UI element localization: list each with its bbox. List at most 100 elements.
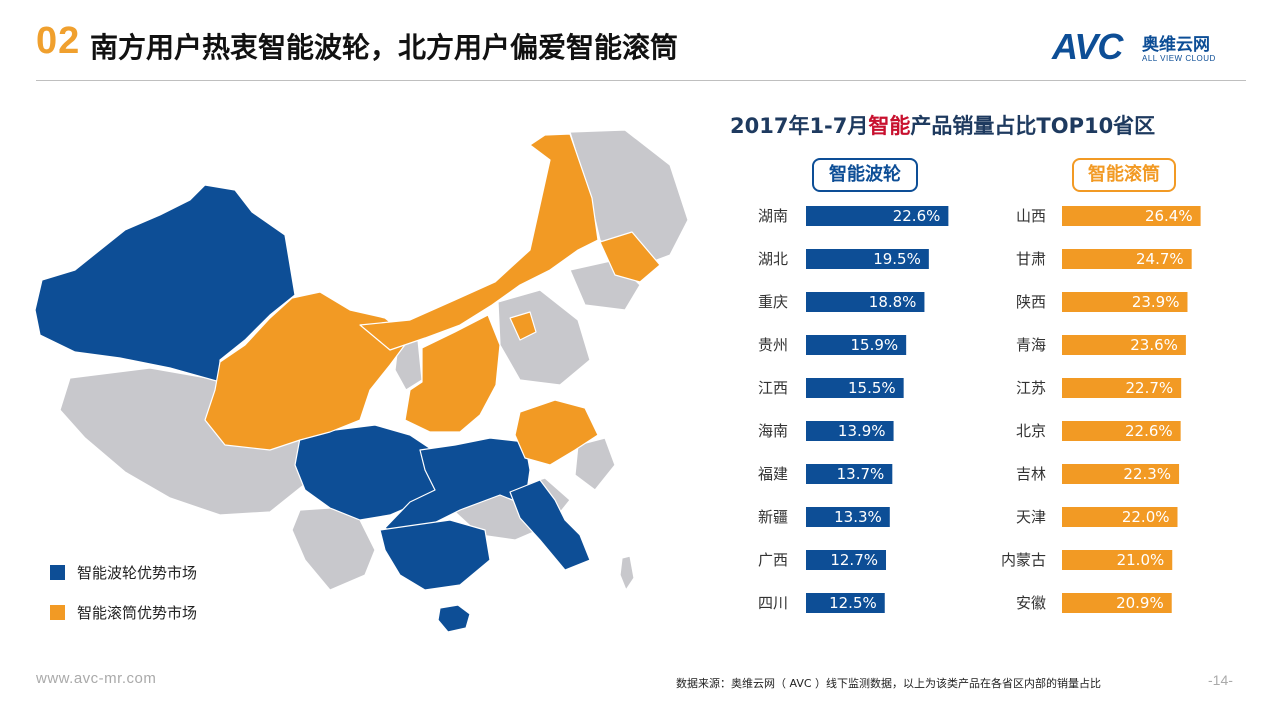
bar-value-label: 15.5% (848, 379, 896, 397)
bar-drum (1062, 206, 1201, 226)
category-label: 广西 (758, 551, 788, 569)
bar-wave (806, 335, 907, 355)
category-label: 内蒙古 (1001, 551, 1046, 569)
map-region-jiangxi-fujian (509, 479, 591, 571)
bar-value-label: 24.7% (1136, 250, 1184, 268)
bar-wave (806, 421, 894, 441)
header-divider (36, 80, 1246, 81)
map-region-beijing-tianjin (509, 311, 537, 341)
bar-value-label: 22.6% (893, 207, 941, 225)
bar-wave (806, 507, 890, 527)
logo-name-cn: 奥维云网 (1142, 35, 1210, 55)
bar-drum (1062, 292, 1188, 312)
category-label: 海南 (758, 422, 788, 440)
category-label: 福建 (758, 465, 788, 483)
legend-swatch-orange (50, 604, 65, 620)
map-region-guangxi (379, 519, 491, 591)
bar-value-label: 23.6% (1130, 336, 1178, 354)
category-label: 四川 (758, 594, 788, 612)
category-label: 重庆 (758, 293, 788, 311)
category-label: 贵州 (758, 336, 788, 354)
bar-value-label: 13.3% (834, 508, 882, 526)
bar-value-label: 13.9% (838, 422, 886, 440)
taiwan-region (619, 555, 635, 592)
section-number: 02 (36, 20, 81, 62)
bar-value-label: 22.0% (1122, 508, 1170, 526)
map-legend: 智能波轮优势市场 智能滚筒优势市场 (50, 552, 197, 632)
category-label: 新疆 (758, 508, 788, 526)
bar-value-label: 23.9% (1132, 293, 1180, 311)
bar-wave (806, 249, 929, 269)
bar-value-label: 22.6% (1125, 422, 1173, 440)
column-header-drum: 智能滚筒 (1072, 158, 1176, 192)
bar-value-label: 26.4% (1145, 207, 1193, 225)
china-province-map (34, 129, 689, 633)
bar-wave (806, 378, 904, 398)
bar-wave (806, 206, 949, 226)
bar-value-label: 19.5% (873, 250, 921, 268)
bar-value-label: 21.0% (1117, 551, 1165, 569)
legend-swatch-blue (50, 564, 65, 580)
page-number: -14- (1208, 672, 1233, 688)
bar-wave (806, 550, 887, 570)
avc-logo: AVC 奥维云网 ALL VIEW CLOUD (1052, 26, 1252, 67)
bar-wave (806, 464, 893, 484)
map-region-jilin (599, 231, 661, 283)
chart-title-prefix: 2017年1-7月 (730, 114, 869, 138)
map-region-jiangsu-anhui (514, 399, 599, 466)
legend-label: 智能滚筒优势市场 (77, 603, 198, 622)
bar-drum (1062, 464, 1180, 484)
category-label: 北京 (1016, 422, 1046, 440)
bar-drum (1062, 550, 1173, 570)
bar-drum (1062, 249, 1192, 269)
map-region-xinjiang (34, 184, 296, 383)
top10-bar-chart: 湖南 22.6% 湖北 19.5% 重庆 18.8% 贵州 15.9% 江西 15.5% 海南 13.… (758, 206, 1201, 613)
category-label: 陕西 (1016, 293, 1046, 311)
category-label: 青海 (1016, 336, 1046, 354)
bar-value-label: 20.9% (1116, 594, 1164, 612)
logo-brand: AVC (1052, 26, 1123, 67)
footer-source: 数据来源：奥维云网（ AVC ）线下监测数据，以上为该类产品在各省区内部的销量占… (676, 677, 1102, 690)
map-region-zhejiang (574, 437, 616, 491)
bar-value-label: 22.3% (1123, 465, 1171, 483)
chart-title: 2017年1-7月智能产品销量占比TOP10省区 (730, 110, 1155, 140)
legend-item-drum: 智能滚筒优势市场 (50, 592, 197, 632)
footer-url: www.avc-mr.com (36, 670, 157, 687)
bar-drum (1062, 421, 1181, 441)
legend-label: 智能波轮优势市场 (77, 563, 198, 582)
chart-title-highlight: 智能 (868, 114, 911, 138)
logo-name-en: ALL VIEW CLOUD (1142, 54, 1216, 63)
slide-title: 南方用户热衷智能波轮，北方用户偏爱智能滚筒 (90, 31, 679, 64)
category-label: 江苏 (1016, 379, 1046, 397)
category-label: 湖北 (758, 250, 788, 268)
slide-header: 02 南方用户热衷智能波轮，北方用户偏爱智能滚筒 AVC 奥维云网 ALL VI… (0, 0, 1280, 84)
bar-value-label: 13.7% (837, 465, 885, 483)
bar-value-label: 22.7% (1126, 379, 1174, 397)
category-label: 天津 (1016, 508, 1046, 526)
bar-drum (1062, 335, 1186, 355)
bar-drum (1062, 378, 1182, 398)
category-label: 安徽 (1016, 594, 1046, 612)
map-region-northwest (204, 291, 411, 451)
map-region-hainan (437, 604, 471, 633)
category-label: 山西 (1016, 207, 1046, 225)
bar-drum (1062, 507, 1178, 527)
map-region-inner-mongolia (359, 133, 599, 351)
bar-value-label: 12.7% (830, 551, 878, 569)
category-label: 吉林 (1016, 465, 1046, 483)
bar-wave (806, 593, 885, 613)
map-region-hubei-hunan-guizhou (384, 437, 531, 541)
category-label: 甘肃 (1016, 250, 1046, 268)
bar-wave (806, 292, 925, 312)
chart-title-suffix: 产品销量占比TOP10省区 (910, 114, 1156, 138)
bar-value-label: 15.9% (851, 336, 899, 354)
column-header-wave: 智能波轮 (812, 158, 918, 192)
bar-value-label: 12.5% (829, 594, 877, 612)
category-label: 江西 (758, 379, 788, 397)
category-label: 湖南 (758, 207, 788, 225)
map-region-yunnan (291, 507, 376, 591)
bar-drum (1062, 593, 1172, 613)
bar-value-label: 18.8% (869, 293, 917, 311)
map-region-shanxi-shaanxi (404, 314, 501, 433)
legend-item-wave: 智能波轮优势市场 (50, 552, 197, 592)
